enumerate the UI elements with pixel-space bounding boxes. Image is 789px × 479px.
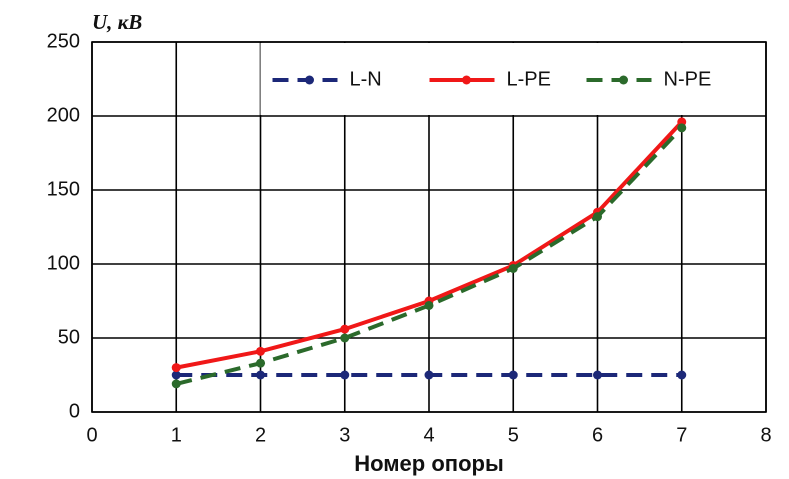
y-tick-label: 50 (58, 326, 80, 348)
y-tick-label: 150 (47, 178, 80, 200)
x-axis-label: Номер опоры (354, 451, 504, 476)
data-point (593, 370, 602, 380)
data-point (171, 379, 181, 389)
data-point (424, 370, 434, 380)
x-tick-label: 0 (86, 424, 97, 446)
legend-label: L-PE (507, 68, 551, 90)
x-tick-label: 6 (592, 424, 603, 446)
data-point (677, 370, 687, 380)
y-tick-label: 250 (47, 30, 80, 52)
data-point (256, 346, 265, 356)
data-point (256, 358, 265, 368)
x-tick-label: 3 (339, 424, 350, 446)
data-point (593, 212, 602, 222)
data-point (340, 324, 350, 334)
data-point (171, 363, 181, 373)
data-point (256, 370, 265, 380)
data-point (340, 370, 350, 380)
x-tick-label: 4 (423, 424, 434, 446)
x-tick-label: 8 (760, 424, 771, 446)
data-point (340, 333, 350, 343)
legend-marker (462, 75, 471, 85)
legend-marker (305, 75, 314, 85)
data-point (508, 370, 518, 380)
data-point (424, 300, 434, 310)
x-tick-label: 5 (508, 424, 519, 446)
legend (260, 43, 765, 115)
legend-marker (619, 75, 628, 85)
data-point (171, 370, 181, 380)
x-tick-label: 7 (676, 424, 687, 446)
x-tick-label: 1 (171, 424, 182, 446)
legend-label: N-PE (664, 68, 712, 90)
legend-label: L-N (350, 68, 382, 90)
y-tick-label: 0 (69, 400, 80, 422)
data-point (508, 263, 518, 273)
y-tick-label: 100 (47, 252, 80, 274)
data-point (677, 123, 687, 133)
plot-frame (91, 41, 767, 413)
x-tick-label: 2 (255, 424, 266, 446)
y-tick-label: 200 (47, 104, 80, 126)
y-axis-label: U, кВ (92, 10, 142, 34)
